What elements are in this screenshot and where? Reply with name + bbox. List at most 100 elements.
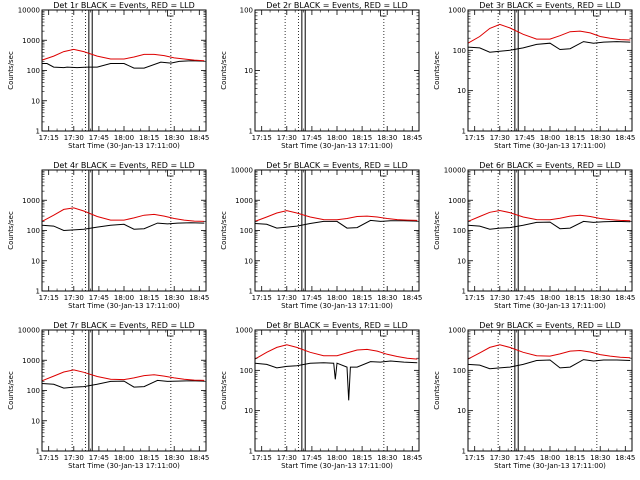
x-tick-label: 17:30 xyxy=(490,294,510,302)
bracket-marker xyxy=(593,10,600,17)
chart-svg: Det 5r BLACK = Events, RED = LLD 1 10 100 10… xyxy=(220,161,422,310)
x-tick-label: 18:30 xyxy=(164,454,184,462)
events-series-line xyxy=(42,60,205,69)
x-tick-label: 18:15 xyxy=(139,294,159,302)
y-tick-label: 100 xyxy=(453,227,466,235)
lld-series-line xyxy=(41,48,205,62)
x-tick-label: 17:15 xyxy=(465,134,485,142)
y-tick-label: 10 xyxy=(244,67,253,75)
events-series-line xyxy=(467,359,631,370)
x-axis-label: Start Time (30-Jan-13 17:11:00) xyxy=(68,462,180,470)
y-tick-label: 1000 xyxy=(448,327,466,335)
detector-panel-3: Det 3r BLACK = Events, RED = LLD 1 10 100 10… xyxy=(426,0,639,160)
lld-series-line xyxy=(254,210,418,222)
y-tick-label: 100 xyxy=(27,227,40,235)
chart-title: Det 3r BLACK = Events, RED = LLD xyxy=(479,1,621,10)
y-tick-label: 100 xyxy=(453,47,466,55)
x-tick-label: 17:45 xyxy=(302,454,322,462)
y-tick-label: 10 xyxy=(31,97,40,105)
x-tick-label: 17:45 xyxy=(89,134,109,142)
y-tick-label: 100 xyxy=(27,67,40,75)
x-tick-label: 18:45 xyxy=(615,294,635,302)
y-tick-label: 10 xyxy=(457,87,466,95)
x-tick-label: 17:45 xyxy=(89,294,109,302)
x-tick-label: 18:45 xyxy=(615,134,635,142)
y-tick-label: 10 xyxy=(244,257,253,265)
y-tick-label: 10 xyxy=(457,407,466,415)
plot-frame xyxy=(41,329,207,452)
y-tick-label: 1 xyxy=(462,288,466,296)
lld-series-line xyxy=(467,344,631,360)
chart-svg: Det 4r BLACK = Events, RED = LLD 1 10 100 10… xyxy=(7,161,209,310)
detector-panel-4: Det 4r BLACK = Events, RED = LLD 1 10 100 10… xyxy=(0,160,213,320)
detector-panel-6: Det 6r BLACK = Events, RED = LLD 1 10 100 10… xyxy=(426,160,639,320)
chart-title: Det 1r BLACK = Events, RED = LLD xyxy=(53,1,195,10)
x-tick-label: 17:30 xyxy=(64,134,84,142)
x-tick-label: 18:00 xyxy=(327,454,347,462)
events-series-line xyxy=(467,41,631,53)
plot-frame xyxy=(467,329,633,452)
chart-svg: Det 8r BLACK = Events, RED = LLD 1 10 100 10… xyxy=(220,321,422,470)
x-tick-label: 18:15 xyxy=(352,134,372,142)
x-axis-label: Start Time (30-Jan-13 17:11:00) xyxy=(281,302,393,310)
y-tick-label: 1 xyxy=(36,448,40,456)
y-tick-label: 1000 xyxy=(22,357,40,365)
lld-series-line xyxy=(467,23,631,44)
lld-series-line xyxy=(41,207,205,222)
y-tick-label: 10000 xyxy=(18,327,40,335)
lld-series-line xyxy=(467,209,631,222)
detector-panel-8: Det 8r BLACK = Events, RED = LLD 1 10 100 10… xyxy=(213,320,426,480)
plot-frame xyxy=(41,9,207,132)
x-tick-label: 18:30 xyxy=(164,134,184,142)
y-tick-label: 10 xyxy=(31,417,40,425)
x-tick-label: 17:15 xyxy=(39,454,59,462)
bracket-marker xyxy=(380,170,387,177)
x-tick-label: 18:00 xyxy=(114,134,134,142)
x-tick-label: 18:45 xyxy=(189,134,209,142)
x-tick-label: 17:15 xyxy=(252,294,272,302)
detector-panel-2: Det 2r BLACK = Events, RED = LLD 1 10 100 17… xyxy=(213,0,426,160)
chart-title: Det 8r BLACK = Events, RED = LLD xyxy=(266,321,408,330)
x-tick-label: 18:15 xyxy=(565,294,585,302)
x-tick-label: 18:30 xyxy=(377,454,397,462)
x-tick-label: 18:45 xyxy=(402,134,422,142)
chart-title: Det 7r BLACK = Events, RED = LLD xyxy=(53,321,195,330)
y-tick-label: 1000 xyxy=(235,197,253,205)
x-tick-label: 18:45 xyxy=(402,454,422,462)
x-tick-label: 17:45 xyxy=(515,134,535,142)
y-tick-label: 1 xyxy=(462,128,466,136)
y-tick-label: 100 xyxy=(453,367,466,375)
x-axis-label: Start Time (30-Jan-13 17:11:00) xyxy=(68,302,180,310)
x-tick-label: 18:15 xyxy=(139,134,159,142)
x-tick-label: 18:30 xyxy=(590,294,610,302)
bracket-marker xyxy=(593,170,600,177)
x-tick-label: 18:00 xyxy=(327,134,347,142)
x-axis-label: Start Time (30-Jan-13 17:11:00) xyxy=(494,142,606,150)
x-tick-label: 17:30 xyxy=(64,454,84,462)
y-axis-label: Counts/sec xyxy=(220,51,228,90)
y-tick-label: 100 xyxy=(240,7,253,15)
plot-frame xyxy=(254,9,420,132)
x-tick-label: 18:00 xyxy=(327,294,347,302)
x-tick-label: 18:00 xyxy=(114,294,134,302)
y-axis-label: Counts/sec xyxy=(433,371,441,410)
y-axis-label: Counts/sec xyxy=(220,371,228,410)
x-tick-label: 17:45 xyxy=(302,134,322,142)
y-tick-label: 1000 xyxy=(448,7,466,15)
x-tick-label: 17:30 xyxy=(64,294,84,302)
x-tick-label: 17:30 xyxy=(277,134,297,142)
plot-frame xyxy=(467,169,633,292)
y-tick-label: 1 xyxy=(249,288,253,296)
x-tick-label: 18:00 xyxy=(540,134,560,142)
events-series-line xyxy=(254,219,418,229)
detector-panel-7: Det 7r BLACK = Events, RED = LLD 1 10 100 10… xyxy=(0,320,213,480)
bracket-marker xyxy=(167,170,174,177)
y-axis-label: Counts/sec xyxy=(220,211,228,250)
y-tick-label: 1000 xyxy=(448,197,466,205)
y-tick-label: 10000 xyxy=(444,167,466,175)
detector-panel-9: Det 9r BLACK = Events, RED = LLD 1 10 100 10… xyxy=(426,320,639,480)
x-tick-label: 17:30 xyxy=(490,454,510,462)
x-tick-label: 17:45 xyxy=(89,454,109,462)
x-tick-label: 18:15 xyxy=(352,454,372,462)
